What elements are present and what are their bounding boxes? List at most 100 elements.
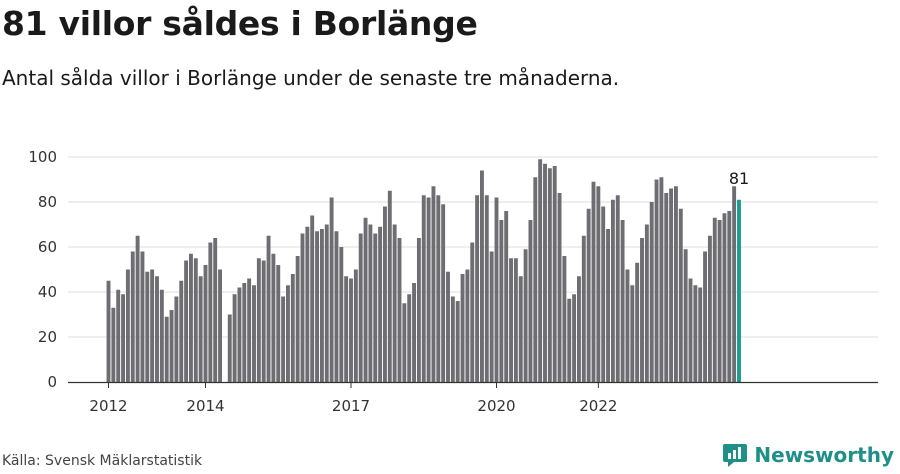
bar [339,247,344,382]
bar [416,238,421,382]
bar [271,253,276,382]
x-tick-label: 2017 [332,397,370,415]
bar [494,197,499,382]
bar [606,229,610,382]
bar [334,231,339,382]
bar [712,217,717,382]
bar [412,283,416,382]
y-tick-label: 100 [28,148,57,166]
bar [193,258,198,382]
bar [319,229,324,382]
brand-name: Newsworthy [754,443,894,467]
bar [552,166,557,382]
bar [538,159,543,382]
bar [465,269,470,382]
bar [242,283,247,382]
bar [363,217,368,382]
x-tick-label: 2014 [186,397,224,415]
bar [674,186,678,382]
bar [596,186,601,382]
bar [159,289,164,382]
bar [591,181,596,382]
y-tick-label: 20 [38,328,57,346]
bar [353,269,358,382]
bar [252,285,256,382]
newsworthy-logo[interactable]: Newsworthy [722,442,894,468]
bar [266,235,271,382]
bar [324,224,329,382]
bar [523,249,528,382]
bar [218,269,222,382]
bar [640,238,644,382]
bar [577,276,581,382]
bar [610,199,615,382]
bar [421,195,426,382]
bar [237,287,242,382]
bar [247,278,252,382]
y-tick-label: 0 [47,373,57,391]
bar [130,251,135,382]
bar [295,256,300,382]
bar [572,294,577,382]
bar [256,258,261,382]
bar [683,249,688,382]
bar [373,233,378,382]
bar [402,303,407,382]
bar [484,195,489,382]
chart-title: 81 villor såldes i Borlänge [2,4,478,43]
y-tick-label: 60 [38,238,57,256]
bar [664,193,669,382]
bar [145,271,150,382]
bar [315,231,319,382]
bar [543,163,547,382]
bar [140,251,145,382]
bar [378,226,383,382]
bar [358,233,363,382]
bar [198,276,203,382]
bar [164,316,169,382]
bar [717,220,722,382]
bar [281,296,286,382]
data-labels: 81 [729,169,749,188]
bar [305,226,310,382]
bar [688,278,693,382]
bar [669,188,674,382]
bar [727,211,732,382]
bar [518,276,523,382]
bar [213,238,218,382]
bar [276,265,281,382]
bar [368,224,373,382]
bar [383,206,387,382]
bar [135,235,140,382]
bar [426,197,431,382]
y-tick-label: 40 [38,283,57,301]
bar [678,208,683,382]
bar [387,190,392,382]
bar [189,253,193,382]
bar [407,294,412,382]
bar [450,296,455,382]
bar [644,224,649,382]
bar [121,294,125,382]
bar [513,258,518,382]
bar [232,294,237,382]
bar [620,220,625,382]
bar [586,208,591,382]
bar [106,280,111,382]
bar [169,310,174,382]
bar [698,287,703,382]
x-tick-label: 2022 [579,397,617,415]
bar [286,285,290,382]
bar [155,276,159,382]
bar [446,271,450,382]
bar [722,213,727,382]
bar [184,260,189,382]
bar [703,251,707,382]
bar [179,280,184,382]
bar [601,206,606,382]
y-tick-label: 80 [38,193,57,211]
bar [547,168,552,382]
bar [150,269,155,382]
y-axis-tick-labels: 0 20 40 60 80 100 [28,148,57,391]
